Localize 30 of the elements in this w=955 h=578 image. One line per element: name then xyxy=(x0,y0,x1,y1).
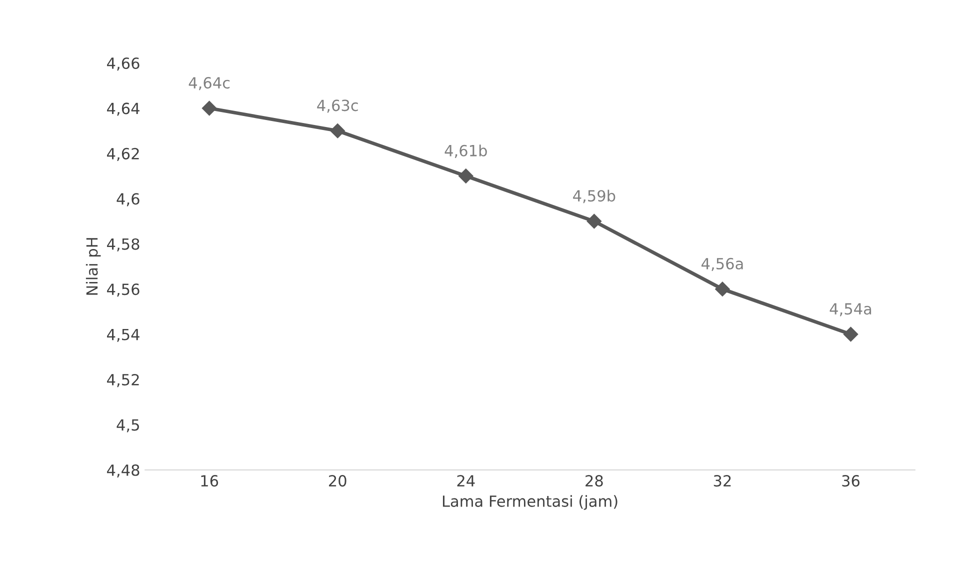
data-label: 4,54a xyxy=(830,303,872,316)
y-tick-label: 4,56 xyxy=(107,284,140,297)
data-label: 4,64c xyxy=(188,77,230,90)
data-label: 4,56a xyxy=(702,258,743,271)
point xyxy=(330,123,345,138)
point xyxy=(586,214,602,229)
y-tick-label: 4,66 xyxy=(107,57,140,71)
x-tick-label: 36 xyxy=(842,475,860,487)
y-tick-label: 4,6 xyxy=(116,193,140,206)
point xyxy=(458,168,474,184)
data-label: 4,63c xyxy=(317,100,358,113)
y-tick-label: 4,54 xyxy=(107,328,140,342)
point xyxy=(715,282,730,296)
point xyxy=(202,100,217,116)
y-tick-label: 4,5 xyxy=(116,419,139,432)
data-label: 4,61b xyxy=(444,144,487,158)
x-tick-label: 28 xyxy=(586,475,603,487)
x-tick-label: 20 xyxy=(328,475,346,487)
x-tick-label: 16 xyxy=(201,475,218,487)
point xyxy=(843,326,858,342)
y-tick-label: 4,48 xyxy=(107,464,140,478)
y-tick-label: 4,58 xyxy=(107,238,140,252)
x-tick-label: 32 xyxy=(714,475,731,487)
y-tick-label: 4,52 xyxy=(107,374,139,388)
data-label: 4,59b xyxy=(573,190,616,204)
y-tick-label: 4,62 xyxy=(107,148,139,162)
y-axis-title: Nilai pH xyxy=(86,238,101,295)
x-axis-title: Lama Fermentasi (jam) xyxy=(442,495,618,510)
y-tick-label: 4,64 xyxy=(107,102,140,116)
x-tick-label: 24 xyxy=(457,475,475,486)
